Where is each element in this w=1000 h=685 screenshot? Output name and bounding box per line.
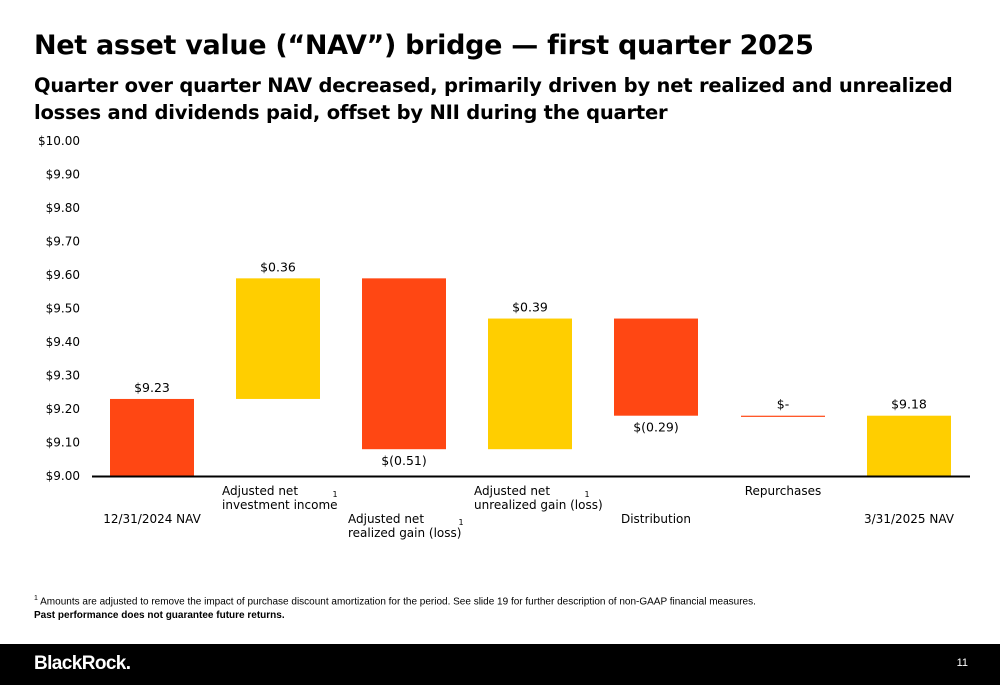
category-label: Adjusted net [348, 512, 424, 526]
category-label: Adjusted net [474, 484, 550, 498]
y-tick-label: $10.00 [38, 134, 80, 148]
category-footnote-marker: 1 [458, 518, 463, 527]
y-tick-label: $9.30 [46, 369, 80, 383]
footnote: 1 Amounts are adjusted to remove the imp… [34, 592, 934, 623]
bar-value-label: $0.36 [260, 259, 296, 274]
y-tick-label: $9.10 [46, 436, 80, 450]
bar-value-label: $- [777, 397, 789, 412]
category-label: Repurchases [745, 484, 822, 498]
footnote-text: Amounts are adjusted to remove the impac… [40, 596, 756, 608]
category-footnote-marker: 1 [584, 490, 589, 499]
page-number: 11 [956, 657, 968, 669]
waterfall-bar [741, 415, 825, 417]
category-label: Adjusted net [222, 484, 298, 498]
category-label: 3/31/2025 NAV [864, 512, 955, 526]
y-tick-label: $9.80 [46, 201, 80, 215]
y-tick-label: $9.60 [46, 268, 80, 282]
category-label: 12/31/2024 NAV [103, 512, 201, 526]
bar-value-label: $9.23 [134, 380, 170, 395]
y-tick-label: $9.70 [46, 235, 80, 249]
category-label: realized gain (loss) [348, 526, 461, 540]
waterfall-bar [110, 398, 194, 476]
bar-value-label: $(0.29) [633, 420, 679, 435]
waterfall-bar [236, 278, 320, 399]
footnote-marker: 1 [34, 595, 38, 602]
waterfall-bar [362, 278, 446, 450]
bar-value-label: $0.39 [512, 300, 548, 315]
slide-subtitle: Quarter over quarter NAV decreased, prim… [34, 74, 953, 124]
category-footnote-marker: 1 [332, 490, 337, 499]
bar-value-label: $(0.51) [381, 453, 427, 468]
category-label: unrealized gain (loss) [474, 498, 603, 512]
waterfall-bar [867, 415, 951, 476]
nav-bridge-chart: $9.00 $9.10 $9.20 $9.30 $9.40 $9.50 $9.60 $9.70… [38, 134, 970, 540]
performance-disclaimer: Past performance does not guarantee futu… [34, 610, 285, 622]
bar-value-label: $9.18 [891, 397, 927, 412]
y-tick-label: $9.20 [46, 402, 80, 416]
category-label: investment income [222, 498, 338, 512]
y-tick-label: $9.00 [46, 469, 80, 483]
waterfall-bar [488, 318, 572, 450]
footnote-line: 1 Amounts are adjusted to remove the imp… [34, 592, 934, 609]
blackrock-logo: BlackRock. [34, 653, 131, 674]
slide-title: Net asset value (“NAV”) bridge — first q… [34, 30, 814, 61]
y-tick-label: $9.90 [46, 168, 80, 182]
category-label: Distribution [621, 512, 691, 526]
y-tick-label: $9.50 [46, 302, 80, 316]
waterfall-bar [614, 318, 698, 416]
y-tick-label: $9.40 [46, 335, 80, 349]
footer-bar: BlackRock. 11 [0, 644, 1000, 685]
